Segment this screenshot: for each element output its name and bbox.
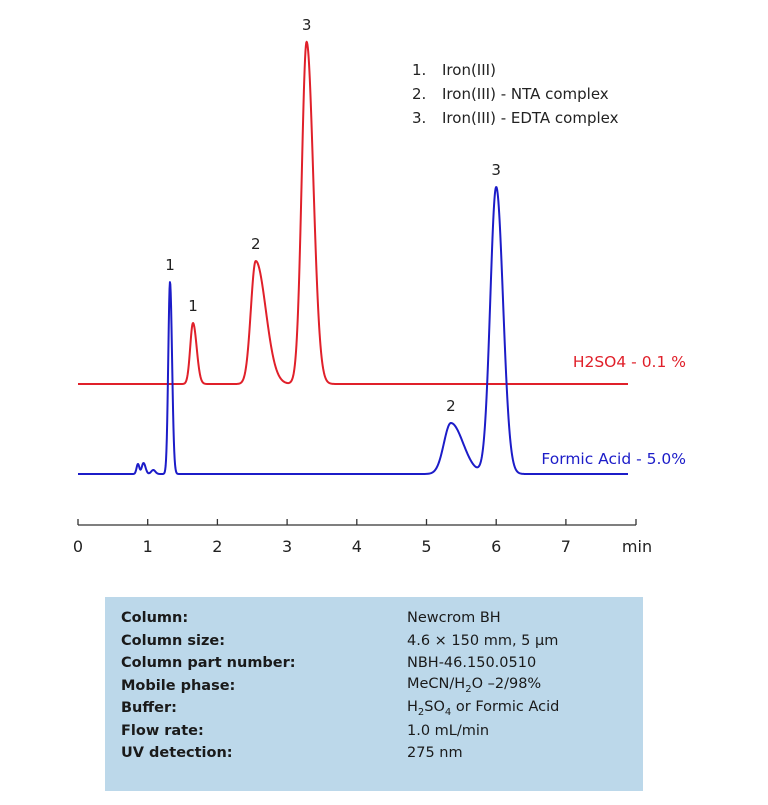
condition-value: 275 nm: [407, 745, 463, 762]
formic-acid-series-label: Formic Acid - 5.0%: [541, 450, 686, 468]
condition-row-mobile-phase: Mobile phase: MeCN/H2O –2/98%: [121, 675, 643, 698]
formic-acid-trace: [77, 186, 629, 475]
legend-number: 1.: [412, 61, 427, 79]
peak-legend: 1. Iron(III) 2. Iron(III) - NTA complex …: [412, 58, 619, 130]
condition-value: 4.6 × 150 mm, 5 µm: [407, 632, 559, 649]
x-tick-label: 4: [352, 537, 362, 556]
legend-item: 1. Iron(III): [412, 58, 619, 82]
condition-label: Column size:: [121, 632, 226, 649]
x-tick-label: 7: [561, 537, 571, 556]
legend-number: 2.: [412, 85, 427, 103]
h2so4-series-label: H2SO4 - 0.1 %: [573, 353, 686, 371]
legend-label: Iron(III) - NTA complex: [442, 85, 609, 103]
condition-value: 1.0 mL/min: [407, 722, 490, 739]
h2so4-trace: [77, 40, 629, 385]
condition-label: Mobile phase:: [121, 677, 236, 694]
condition-row-column-size: Column size: 4.6 × 150 mm, 5 µm: [121, 630, 643, 653]
condition-label: Column:: [121, 610, 189, 627]
condition-value: NBH-46.150.0510: [407, 655, 537, 672]
condition-value: H2SO4 or Formic Acid: [407, 698, 560, 718]
condition-value: Newcrom BH: [407, 610, 501, 627]
condition-row-column: Column: Newcrom BH: [121, 607, 643, 630]
condition-row-uv-detection: UV detection: 275 nm: [121, 742, 643, 765]
peak-label: 3: [491, 161, 501, 179]
x-tick-label: 1: [143, 537, 153, 556]
peak-label: 3: [302, 16, 312, 34]
legend-number: 3.: [412, 109, 427, 127]
conditions-panel: Column: Newcrom BH Column size: 4.6 × 15…: [105, 597, 643, 791]
traces: [77, 40, 629, 475]
x-tick-label: 2: [212, 537, 222, 556]
x-tick-label: 5: [421, 537, 431, 556]
condition-label: UV detection:: [121, 745, 233, 762]
legend-label: Iron(III): [442, 61, 496, 79]
x-axis: 0 1 2 3 4 5 6 7 min: [73, 519, 652, 556]
legend-item: 2. Iron(III) - NTA complex: [412, 82, 619, 106]
x-axis-unit-label: min: [622, 537, 652, 556]
condition-row-buffer: Buffer: H2SO4 or Formic Acid: [121, 697, 643, 720]
condition-value: MeCN/H2O –2/98%: [407, 676, 542, 696]
peak-label: 1: [188, 297, 198, 315]
peak-label: 2: [446, 397, 456, 415]
x-tick-label: 6: [491, 537, 501, 556]
legend-label: Iron(III) - EDTA complex: [442, 109, 619, 127]
legend-item: 3. Iron(III) - EDTA complex: [412, 106, 619, 130]
peak-label: 2: [251, 235, 261, 253]
condition-label: Column part number:: [121, 655, 296, 672]
x-tick-label: 0: [73, 537, 83, 556]
condition-label: Flow rate:: [121, 722, 204, 739]
x-tick-label: 3: [282, 537, 292, 556]
peak-label: 1: [165, 256, 175, 274]
condition-row-flow-rate: Flow rate: 1.0 mL/min: [121, 720, 643, 743]
series-labels: H2SO4 - 0.1 % Formic Acid - 5.0%: [541, 353, 686, 468]
peak-labels: 1 2 3 1 2 3: [165, 16, 501, 415]
chromatogram-chart: 0 1 2 3 4 5 6 7 min 1 2 3 1 2 3 H2SO4 - 0.1 % Formic A…: [73, 16, 686, 556]
condition-label: Buffer:: [121, 700, 177, 717]
condition-row-part-number: Column part number: NBH-46.150.0510: [121, 652, 643, 675]
